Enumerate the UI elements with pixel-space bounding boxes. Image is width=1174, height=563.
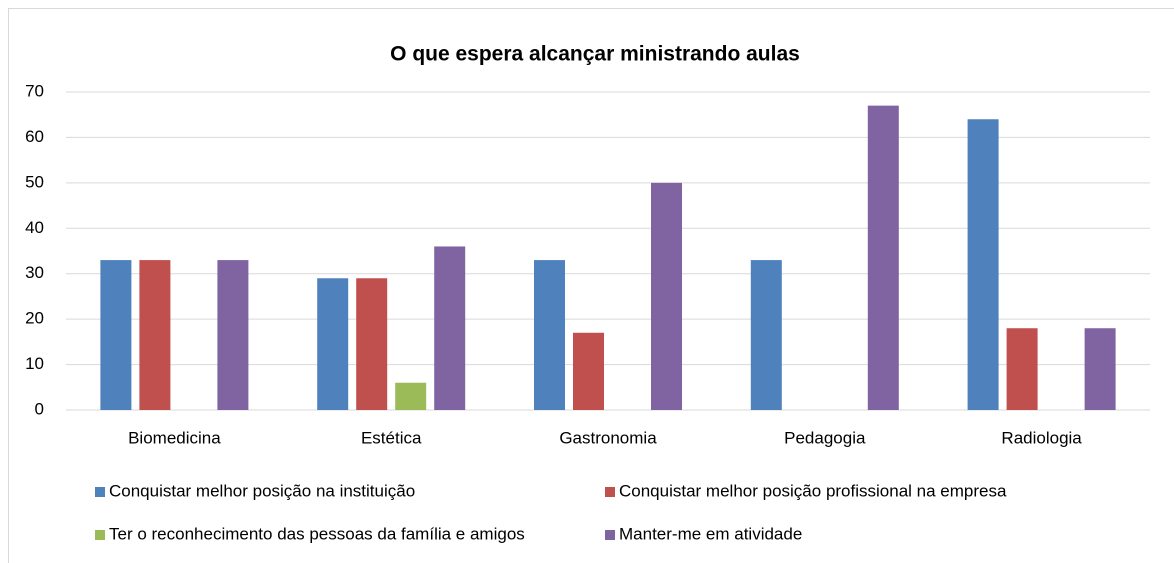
legend-swatch	[95, 487, 105, 497]
y-tick-label: 30	[25, 263, 44, 282]
x-tick-label: Gastronomia	[559, 428, 657, 447]
bar	[867, 105, 899, 410]
bar	[356, 278, 388, 410]
bar	[217, 260, 249, 410]
legend-label: Conquistar melhor posição na instituição	[109, 481, 415, 500]
legend-label: Ter o reconhecimento das pessoas da famí…	[109, 524, 525, 543]
bar	[750, 260, 782, 410]
y-tick-label: 0	[35, 399, 44, 418]
bar	[1006, 328, 1038, 410]
bar	[967, 119, 999, 410]
bar	[1084, 328, 1116, 410]
x-tick-label: Pedagogia	[784, 428, 866, 447]
bar	[534, 260, 565, 410]
bar	[100, 260, 132, 410]
y-tick-label: 50	[25, 172, 44, 191]
chart-title: O que espera alcançar ministrando aulas	[390, 43, 800, 66]
y-tick-label: 10	[25, 354, 44, 373]
bar	[434, 246, 466, 410]
legend-swatch	[605, 487, 615, 497]
legend-swatch	[605, 530, 615, 540]
x-tick-label: Estética	[361, 428, 422, 447]
y-tick-label: 20	[25, 309, 44, 328]
legend-swatch	[95, 530, 105, 540]
bar	[317, 278, 349, 410]
bar	[573, 332, 604, 410]
y-tick-label: 40	[25, 218, 44, 237]
y-tick-label: 60	[25, 127, 44, 146]
legend-label: Conquistar melhor posição profissional n…	[619, 481, 1007, 500]
bar	[395, 382, 427, 410]
legend-label: Manter-me em atividade	[619, 524, 802, 543]
bar	[651, 182, 682, 410]
x-tick-label: Biomedicina	[128, 428, 221, 447]
x-tick-label: Radiologia	[1001, 428, 1082, 447]
bar	[139, 260, 171, 410]
y-tick-label: 70	[25, 81, 44, 100]
